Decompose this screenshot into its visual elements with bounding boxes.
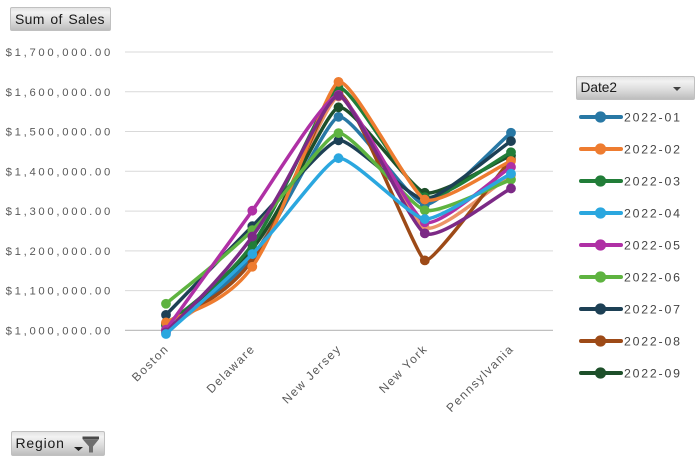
svg-text:$1,100,000.00: $1,100,000.00 <box>6 286 113 298</box>
svg-text:Delaware: Delaware <box>204 342 258 396</box>
svg-text:2022-04: 2022-04 <box>624 207 682 221</box>
svg-text:2022-06: 2022-06 <box>624 271 682 285</box>
svg-text:$1,000,000.00: $1,000,000.00 <box>6 325 113 337</box>
svg-text:$1,300,000.00: $1,300,000.00 <box>6 206 113 218</box>
svg-text:2022-08: 2022-08 <box>624 335 682 349</box>
svg-text:$1,600,000.00: $1,600,000.00 <box>6 87 113 99</box>
svg-text:New York: New York <box>376 342 430 396</box>
svg-text:$1,500,000.00: $1,500,000.00 <box>6 127 113 139</box>
svg-text:2022-07: 2022-07 <box>624 303 682 317</box>
svg-text:$1,200,000.00: $1,200,000.00 <box>6 246 113 258</box>
svg-text:2022-05: 2022-05 <box>624 239 682 253</box>
svg-text:New Jersey: New Jersey <box>279 342 344 407</box>
svg-text:Pennsylvania: Pennsylvania <box>444 342 517 415</box>
svg-text:2022-09: 2022-09 <box>624 367 682 381</box>
svg-text:$1,400,000.00: $1,400,000.00 <box>6 166 113 178</box>
svg-text:2022-03: 2022-03 <box>624 175 682 189</box>
svg-text:2022-01: 2022-01 <box>624 111 682 125</box>
svg-text:Boston: Boston <box>129 342 172 385</box>
svg-text:2022-02: 2022-02 <box>624 143 682 157</box>
svg-text:$1,700,000.00: $1,700,000.00 <box>6 47 113 59</box>
